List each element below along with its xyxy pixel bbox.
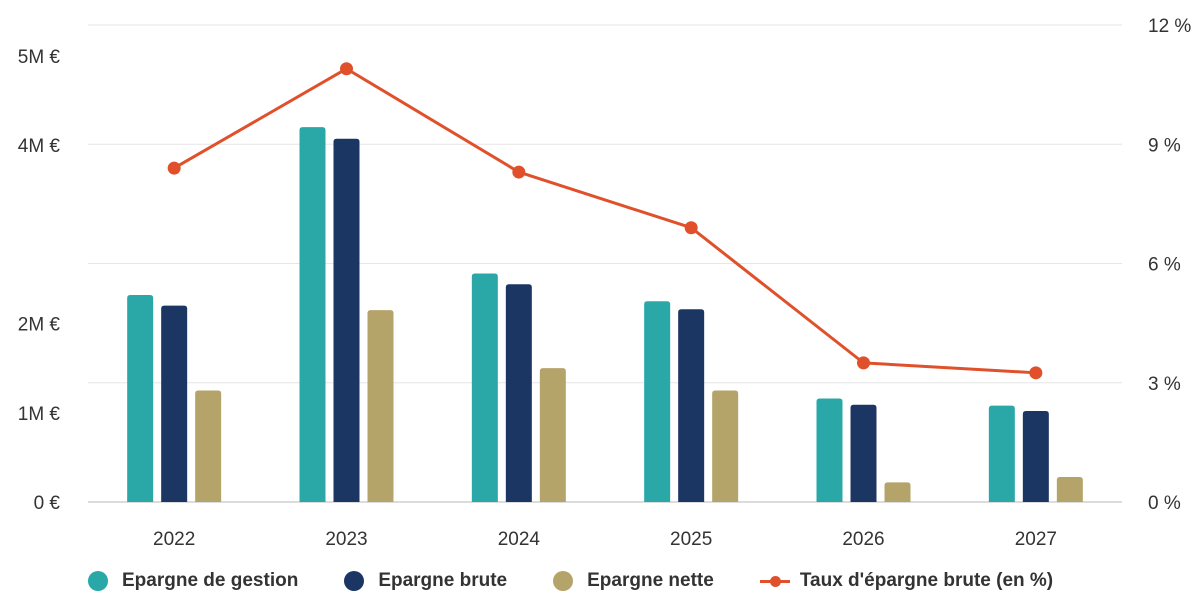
y-left-tick-label: 4M € <box>18 136 61 157</box>
bar-epargne-de-gestion-2027 <box>988 405 1015 502</box>
chart-legend: Epargne de gestion Epargne brute Epargne… <box>88 570 1053 592</box>
y-left-tick-label: 2M € <box>18 315 61 336</box>
legend-item-epargne-nette[interactable]: Epargne nette <box>553 570 714 592</box>
legend-swatch-taux-epargne-brute <box>759 571 790 591</box>
x-tick-label: 2027 <box>1015 529 1057 550</box>
bar-epargne-brute-2023 <box>333 138 360 502</box>
legend-item-epargne-de-gestion[interactable]: Epargne de gestion <box>88 570 298 592</box>
bar-epargne-de-gestion-2024 <box>471 273 498 502</box>
bar-epargne-brute-2024 <box>505 284 532 502</box>
bar-epargne-nette-2023 <box>367 310 394 502</box>
line-point-2027 <box>1029 366 1043 380</box>
x-tick-label: 2026 <box>842 529 884 550</box>
bar-epargne-brute-2022 <box>161 305 188 502</box>
bar-epargne-de-gestion-2026 <box>816 398 843 502</box>
line-point-2024 <box>512 165 526 179</box>
bar-epargne-de-gestion-2022 <box>127 294 154 502</box>
line-point-2023 <box>340 62 353 76</box>
legend-label-epargne-de-gestion: Epargne de gestion <box>122 570 299 591</box>
y-left-tick-label: 0 € <box>34 493 61 514</box>
legend-label-epargne-brute: Epargne brute <box>378 570 508 591</box>
x-tick-label: 2025 <box>670 529 712 550</box>
line-point-2026 <box>857 356 870 370</box>
bar-epargne-nette-2027 <box>1056 477 1083 502</box>
y-right-tick-label: 3 % <box>1148 374 1181 395</box>
bar-epargne-nette-2026 <box>884 482 911 502</box>
y-left-tick-label: 1M € <box>18 404 61 425</box>
line-taux-epargne-brute <box>173 67 1036 375</box>
bar-epargne-de-gestion-2023 <box>299 127 326 503</box>
bar-epargne-de-gestion-2025 <box>644 301 671 502</box>
legend-item-epargne-brute[interactable]: Epargne brute <box>344 570 507 592</box>
y-right-tick-label: 6 % <box>1148 255 1181 276</box>
legend-swatch-epargne-nette <box>553 571 574 591</box>
bar-epargne-nette-2022 <box>195 390 222 502</box>
bar-epargne-brute-2025 <box>678 309 705 502</box>
bar-epargne-brute-2026 <box>850 404 877 502</box>
y-right-tick-label: 9 % <box>1148 135 1181 156</box>
x-tick-label: 2024 <box>498 529 541 550</box>
bar-epargne-brute-2027 <box>1022 410 1049 502</box>
legend-swatch-epargne-brute <box>344 571 365 591</box>
y-right-tick-label: 12 % <box>1148 16 1191 37</box>
x-tick-label: 2023 <box>325 529 367 550</box>
y-right-tick-label: 0 % <box>1148 493 1181 514</box>
legend-label-epargne-nette: Epargne nette <box>587 570 714 591</box>
line-point-2025 <box>684 221 698 235</box>
legend-item-taux-epargne-brute[interactable]: Taux d'épargne brute (en %) <box>759 570 1054 592</box>
x-tick-label: 2022 <box>153 529 195 550</box>
bar-epargne-nette-2025 <box>712 390 739 502</box>
legend-label-taux-epargne-brute: Taux d'épargne brute (en %) <box>799 570 1054 591</box>
y-left-tick-label: 5M € <box>18 47 61 68</box>
bar-epargne-nette-2024 <box>539 368 566 502</box>
legend-swatch-epargne-de-gestion <box>88 571 108 591</box>
line-point-2022 <box>167 161 181 175</box>
